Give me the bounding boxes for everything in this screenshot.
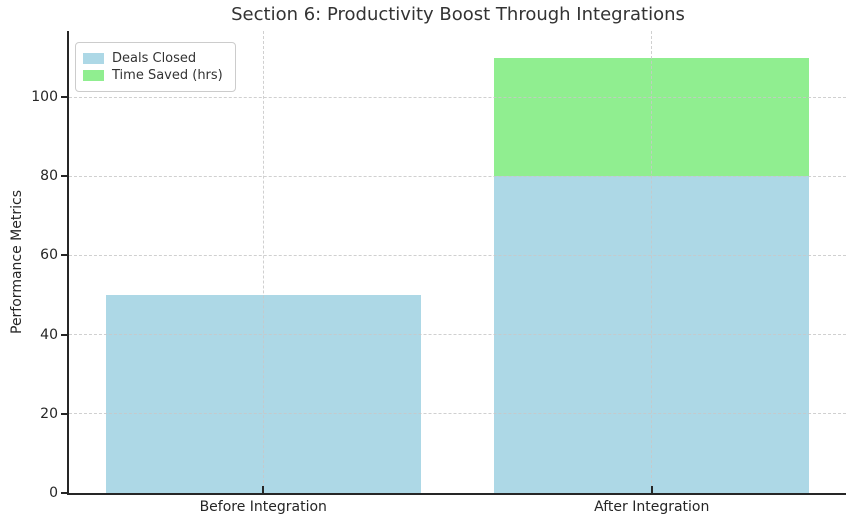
plot-area <box>69 31 846 493</box>
y-tick-label: 60 <box>40 247 58 264</box>
x-tick-mark <box>262 486 265 493</box>
vertical-gridline <box>262 31 264 493</box>
legend-swatch-time-saved-hrs <box>83 70 104 81</box>
x-tick-label: Before Integration <box>199 499 327 515</box>
horizontal-gridline <box>69 413 846 415</box>
legend-entry-time-saved-hrs: Time Saved (hrs) <box>83 68 223 83</box>
x-tick-label: After Integration <box>594 499 710 515</box>
horizontal-gridline <box>69 175 846 177</box>
legend-entry-deals-closed: Deals Closed <box>83 51 223 66</box>
y-axis-spine <box>67 31 69 495</box>
y-tick-mark <box>61 96 68 99</box>
y-tick-label: 100 <box>31 89 58 106</box>
y-tick-mark <box>61 254 68 257</box>
y-tick-mark <box>61 492 68 494</box>
y-tick-label: 20 <box>40 405 58 422</box>
legend-items: Deals Closed Time Saved (hrs) <box>83 51 223 83</box>
horizontal-gridline <box>69 334 846 336</box>
y-tick-mark <box>61 412 68 415</box>
y-tick-label: 40 <box>40 326 58 343</box>
legend-swatch-deals-closed <box>83 53 104 64</box>
x-axis-spine <box>67 493 846 495</box>
x-tick-mark <box>650 486 653 493</box>
legend: Deals Closed Time Saved (hrs) <box>75 42 236 92</box>
vertical-gridline <box>651 31 653 493</box>
legend-label: Deals Closed <box>112 51 197 66</box>
y-tick-label: 0 <box>49 485 58 501</box>
y-tick-label: 80 <box>40 168 58 185</box>
legend-label: Time Saved (hrs) <box>112 68 223 83</box>
y-tick-mark <box>61 333 68 336</box>
y-tick-mark <box>61 175 68 178</box>
chart-title: Section 6: Productivity Boost Through In… <box>231 4 685 25</box>
horizontal-gridline <box>69 254 846 256</box>
horizontal-gridline <box>69 96 846 98</box>
